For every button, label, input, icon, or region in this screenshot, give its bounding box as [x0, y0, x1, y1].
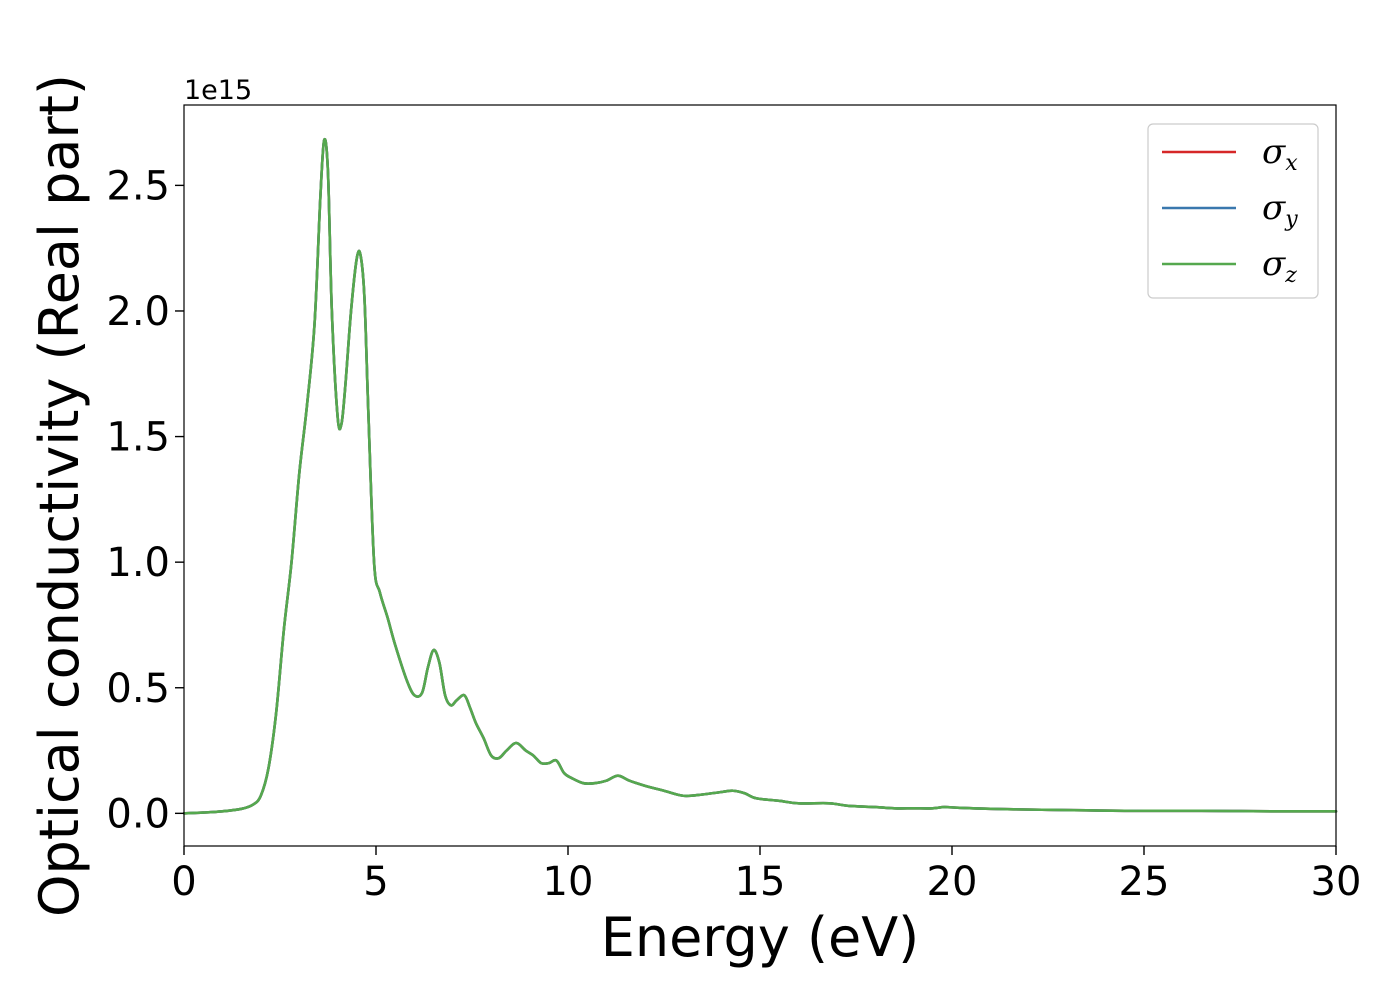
- y-tick-label: 2.0: [106, 289, 170, 335]
- x-tick-label: 25: [1119, 859, 1170, 905]
- legend-subscript: x: [1285, 151, 1298, 176]
- legend-subscript: y: [1284, 207, 1298, 232]
- legend-box: [1147, 123, 1319, 299]
- x-axis-ticks: 0 5 10 15 20 25 30: [171, 846, 1361, 905]
- y-axis-label: Optical conductivity (Real part): [28, 74, 91, 917]
- legend-label: σx: [1262, 132, 1298, 176]
- x-tick-label: 15: [735, 859, 786, 905]
- y-axis-ticks: 0.0 0.5 1.0 1.5 2.0 2.5: [106, 163, 184, 837]
- x-tick-label: 10: [543, 859, 594, 905]
- y-tick-label: 2.5: [106, 163, 170, 209]
- legend-label: σz: [1262, 244, 1297, 288]
- y-tick-label: 0.0: [106, 791, 170, 837]
- legend-symbol: σ: [1262, 188, 1286, 228]
- legend-symbol: σ: [1262, 132, 1286, 172]
- y-tick-label: 0.5: [106, 666, 170, 712]
- x-axis-label: Energy (eV): [601, 906, 920, 969]
- x-tick-label: 20: [927, 859, 978, 905]
- legend-label: σy: [1262, 188, 1298, 232]
- series-layer: [182, 137, 1338, 815]
- y-offset-label: 1e15: [184, 75, 252, 106]
- legend-symbol: σ: [1262, 244, 1286, 284]
- x-tick-label: 0: [171, 859, 196, 905]
- x-tick-label: 5: [363, 859, 388, 905]
- y-tick-label: 1.5: [106, 415, 170, 461]
- legend-subscript: z: [1284, 263, 1297, 288]
- series-line-2: [182, 137, 1338, 815]
- x-tick-label: 30: [1311, 859, 1362, 905]
- y-tick-label: 1.0: [106, 540, 170, 586]
